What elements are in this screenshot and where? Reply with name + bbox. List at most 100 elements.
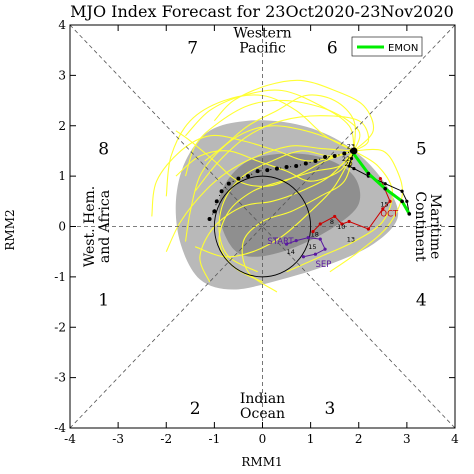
y-tick-label: 0	[58, 220, 66, 234]
series-point-5	[407, 212, 412, 216]
series-point-1	[284, 242, 289, 246]
series-point-6	[303, 161, 308, 166]
y-tick-label: 4	[58, 18, 66, 32]
phase-number-4: 4	[416, 291, 427, 311]
series-point-5	[347, 219, 351, 224]
series-point-7	[400, 189, 404, 193]
x-tick-label: -1	[209, 432, 221, 446]
series-point-7	[301, 255, 306, 259]
region-line: Indian	[240, 391, 285, 407]
series-point-2	[294, 239, 298, 243]
ensemble-member-17	[329, 148, 404, 273]
y-tick-label: -2	[54, 320, 66, 334]
diagonal-divider-2	[69, 24, 456, 429]
phase-number-5: 5	[416, 139, 427, 159]
day-label-2: 13	[347, 236, 355, 244]
series-point-3	[306, 235, 310, 240]
series-point-3	[383, 186, 388, 191]
series-point-9	[274, 166, 279, 171]
x-axis-label: RMM1	[241, 455, 282, 469]
region-line: Maritime	[427, 194, 443, 260]
ensemble-member-8	[286, 150, 394, 273]
region-line: and Africa	[97, 190, 113, 263]
y-tick-label: -1	[54, 270, 66, 284]
y-tick-label: 1	[58, 169, 66, 183]
y-tick-label: 3	[58, 68, 66, 82]
region-line: Western	[233, 26, 291, 42]
phase-number-7: 7	[187, 39, 198, 59]
ensemble-member-3	[213, 79, 375, 152]
ensemble-members	[151, 79, 404, 293]
series-point-5	[323, 247, 327, 251]
legend: EMON	[351, 36, 423, 57]
ensemble-member-18	[175, 150, 355, 182]
y-tick-label: -4	[54, 421, 66, 435]
series-point-9	[378, 177, 383, 181]
y-axis-label: RMM2	[3, 209, 17, 250]
day-label-3: 10	[337, 223, 345, 231]
region-line: Pacific	[239, 41, 286, 57]
x-tick-label: -4	[64, 432, 76, 446]
series-point-18	[207, 216, 212, 221]
series-point-13	[236, 176, 241, 181]
ensemble-member-15	[185, 89, 355, 152]
ensemble-member-2	[218, 150, 355, 283]
x-tick-label: -3	[112, 432, 124, 446]
day-label-2: 15	[308, 243, 316, 251]
chart-title: MJO Index Forecast for 23Oct2020-23Nov20…	[70, 2, 454, 21]
series-point-3	[333, 214, 337, 219]
series-point-3	[332, 153, 337, 158]
day-label-3: 18	[311, 231, 319, 239]
series-point-2	[366, 171, 371, 176]
series-point-4	[352, 166, 356, 171]
series-point-6	[366, 227, 370, 231]
region-label-3: West. Hem. and Africa	[82, 186, 113, 267]
series-point-7	[381, 207, 385, 211]
y-tick-label: 2	[58, 119, 66, 133]
phase-number-1: 1	[98, 291, 109, 311]
series-point-8	[284, 165, 289, 170]
series-point-4	[400, 199, 404, 204]
day-label-1: 15	[380, 200, 388, 208]
series-point-15	[219, 189, 224, 194]
phase-number-2: 2	[190, 399, 201, 419]
series-point-6	[383, 182, 387, 186]
month-label: SEP	[315, 260, 331, 270]
series-point-16	[214, 199, 219, 204]
series-point-17	[212, 209, 217, 214]
region-line: Continent	[412, 191, 428, 262]
phase-number-6: 6	[327, 39, 338, 59]
series-EMON	[349, 149, 412, 216]
series-point-8	[388, 199, 392, 203]
ensemble-member-16	[218, 150, 355, 273]
ensemble-member-11	[151, 134, 355, 217]
start-marker	[350, 147, 358, 155]
unit-circle	[213, 175, 312, 278]
diagonal-divider-1	[69, 24, 456, 429]
region-line: West. Hem.	[82, 186, 98, 267]
x-tick-label: 4	[451, 432, 459, 446]
day-label-1: 14	[287, 248, 295, 256]
phase-grid	[69, 24, 456, 429]
x-tick-label: 1	[307, 432, 315, 446]
series-point-1	[311, 229, 315, 234]
series-point-2	[342, 151, 347, 156]
series-point-7	[294, 164, 299, 169]
series-point-2	[318, 222, 322, 226]
ensemble-member-6	[165, 145, 354, 252]
day-label-3: 20	[344, 160, 352, 168]
x-tick-label: 2	[355, 432, 363, 446]
ensemble-member-13	[194, 115, 370, 192]
series-point-6	[313, 252, 318, 256]
series-point-4	[318, 237, 322, 241]
y-tick-label: -3	[54, 371, 66, 385]
x-tick-label: -2	[160, 432, 172, 446]
